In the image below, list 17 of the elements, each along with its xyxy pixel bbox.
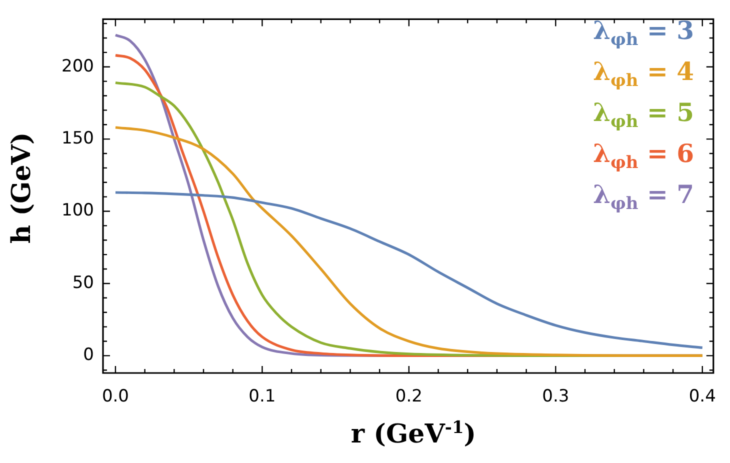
x-tick-label: 0.2 bbox=[395, 386, 422, 407]
y-tick-label: 0 bbox=[83, 345, 94, 366]
y-tick-label: 200 bbox=[62, 56, 94, 76]
text: λ$_{φh}$ = 7 bbox=[592, 179, 694, 216]
y-axis-title: h (GeV) bbox=[7, 132, 37, 244]
x-tick-label: 0.1 bbox=[248, 386, 276, 407]
x-axis-title: r (GeV$^{-1}$) bbox=[350, 418, 476, 450]
text: λ$_{φh}$ = 5 bbox=[592, 97, 694, 134]
text: λ$_{φh}$ = 6 bbox=[592, 138, 694, 175]
x-tick-label: 0.0 bbox=[102, 386, 129, 407]
x-tick-label: 0.4 bbox=[688, 386, 716, 407]
x-tick-label: 0.3 bbox=[542, 386, 570, 407]
y-tick-label: 150 bbox=[62, 128, 94, 148]
text: λ$_{φh}$ = 3 bbox=[592, 15, 694, 52]
y-tick-label: 50 bbox=[72, 272, 94, 293]
text: λ$_{φh}$ = 4 bbox=[592, 56, 694, 93]
y-tick-label: 100 bbox=[62, 200, 94, 221]
